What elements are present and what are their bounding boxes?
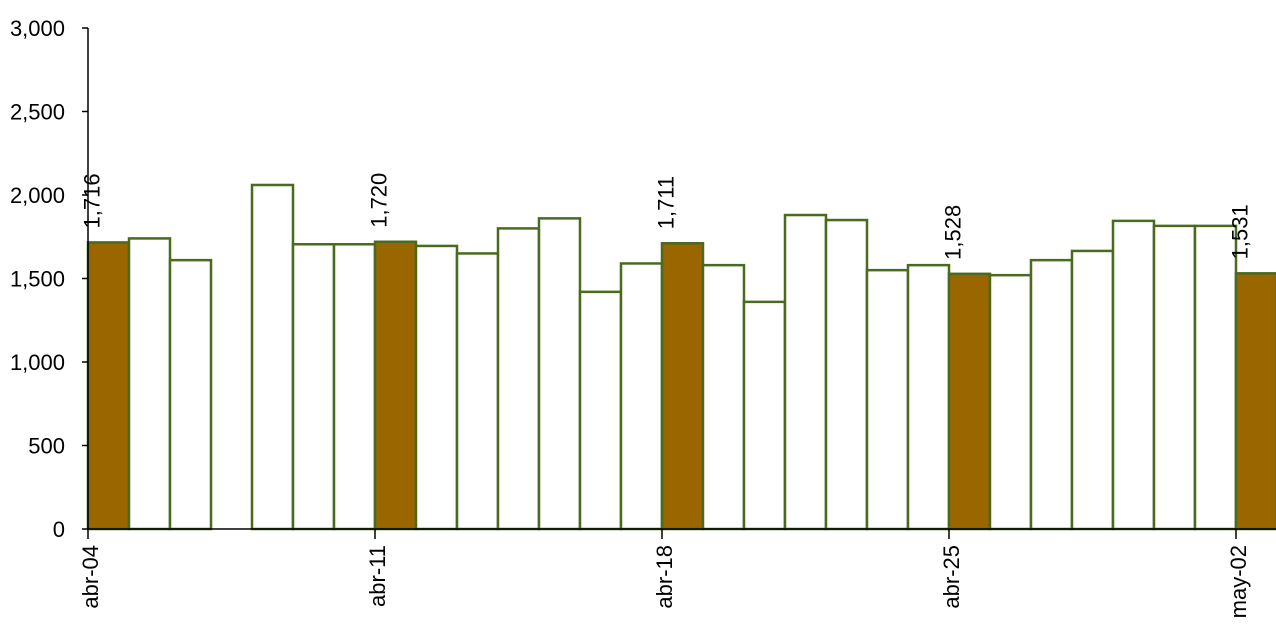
bar-abr-22	[824, 218, 869, 531]
bar-abr-21	[783, 213, 828, 531]
bar-abr-09	[291, 243, 336, 531]
y-tick-label: 500	[28, 434, 65, 459]
bar-abr-17	[619, 262, 664, 531]
bar-abr-27	[1029, 258, 1074, 531]
data-label: 1,531	[1227, 204, 1252, 259]
bar-abr-20	[742, 300, 787, 531]
x-tick-label: abr-18	[652, 545, 677, 609]
bar-abr-19	[701, 263, 746, 531]
y-tick-label: 2,500	[10, 100, 65, 125]
bars-group	[86, 183, 1276, 531]
bar-abr-15	[537, 217, 582, 531]
bar-abr-10	[332, 243, 377, 531]
data-label: 1,528	[940, 205, 965, 260]
y-tick-label: 1,500	[10, 267, 65, 292]
bar-abr-04	[86, 241, 131, 531]
data-label: 1,716	[79, 173, 104, 228]
y-tick-label: 0	[53, 517, 65, 542]
bar-abr-12	[414, 244, 459, 531]
bar-abr-18	[660, 242, 705, 531]
data-label: 1,711	[653, 176, 678, 229]
bar-abr-24	[906, 263, 951, 531]
y-tick-label: 2,000	[10, 183, 65, 208]
x-tick-label: abr-11	[365, 545, 390, 607]
y-tick-label: 1,000	[10, 350, 65, 375]
x-tick-label: may-02	[1226, 545, 1251, 618]
data-label: 1,720	[366, 173, 391, 228]
axes-group	[82, 27, 1276, 539]
bar-may-02	[1234, 272, 1276, 531]
bar-abr-05	[127, 237, 172, 531]
bar-abr-28	[1070, 249, 1115, 531]
labels-group: 0 500 1,000 1,500 2,000 2,500 3,000 abr-04 abr-1…	[10, 16, 1253, 618]
bar-abr-23	[865, 268, 910, 531]
bar-abr-25	[947, 272, 992, 531]
x-tick-label: abr-04	[78, 545, 103, 609]
bar-abr-11	[373, 240, 418, 531]
bar-may-01	[1193, 224, 1238, 531]
x-tick-label: abr-25	[939, 545, 964, 609]
y-tick-label: 3,000	[10, 16, 65, 41]
bar-abr-16	[578, 290, 623, 531]
bar-abr-30	[1152, 224, 1197, 531]
bar-abr-14	[496, 227, 541, 531]
bar-abr-08	[250, 183, 295, 531]
bar-abr-06	[168, 258, 213, 531]
bar-abr-13	[455, 252, 500, 531]
bar-abr-29	[1111, 219, 1156, 531]
bar-abr-26	[988, 273, 1033, 531]
